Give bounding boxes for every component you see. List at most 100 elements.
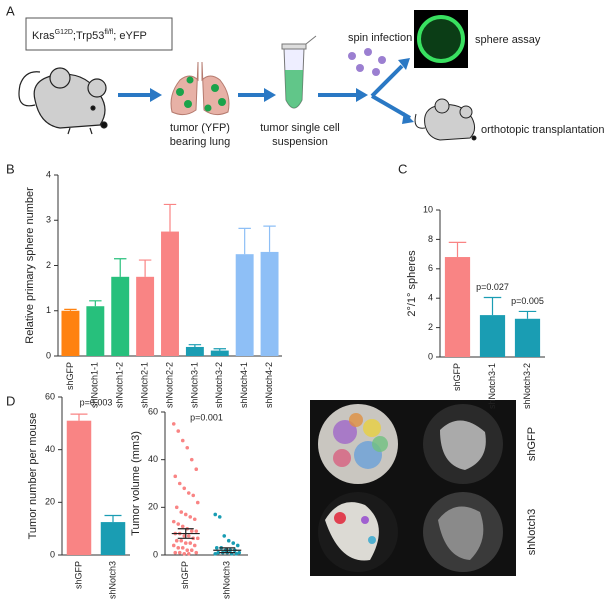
annotation: p=0.003 xyxy=(80,397,113,407)
point xyxy=(180,546,185,550)
y-tick-label: 20 xyxy=(45,497,55,507)
x-tick-label: shNotch3 xyxy=(107,561,117,599)
lung-icon xyxy=(170,61,230,116)
x-tick-label: shNotch4-2 xyxy=(264,362,274,408)
annotation: p=0.005 xyxy=(511,296,544,306)
image-row-label: shNotch3 xyxy=(526,509,538,555)
point xyxy=(217,515,222,519)
x-tick-label: shNotch3-2 xyxy=(522,363,532,409)
error-bar xyxy=(104,514,122,523)
x-tick-label: shGFP xyxy=(73,561,83,589)
y-tick-label: 0 xyxy=(153,549,158,559)
point xyxy=(194,467,199,472)
x-tick-label: shNotch4-1 xyxy=(239,362,249,408)
panel-label: B xyxy=(6,161,15,176)
panel-label: D xyxy=(6,393,15,408)
y-tick-label: 4 xyxy=(428,293,433,303)
point xyxy=(174,538,179,543)
point xyxy=(173,550,178,555)
x-tick-label: shNotch1-2 xyxy=(115,362,125,408)
point xyxy=(195,500,200,505)
error-bar xyxy=(213,348,226,351)
transplant-label: orthotopic transplantation xyxy=(481,124,605,136)
y-tick-label: 20 xyxy=(148,502,158,512)
point xyxy=(180,524,185,529)
y-axis-label: Relative primary sphere number xyxy=(24,187,36,344)
bar xyxy=(185,346,204,356)
point xyxy=(231,541,236,545)
y-tick-label: 40 xyxy=(45,444,55,454)
y-tick-label: 40 xyxy=(148,454,158,464)
tube-icon xyxy=(281,35,317,109)
point xyxy=(183,512,188,517)
point xyxy=(171,519,176,524)
point xyxy=(194,550,199,555)
y-tick-label: 10 xyxy=(423,204,433,214)
bar xyxy=(100,522,126,555)
point xyxy=(192,517,197,522)
point xyxy=(214,546,219,550)
point xyxy=(186,534,191,538)
panel-label: C xyxy=(398,161,407,176)
point xyxy=(173,474,178,479)
error-bar xyxy=(114,258,127,277)
bar xyxy=(444,257,471,357)
arrowhead xyxy=(150,88,162,102)
point xyxy=(213,552,218,556)
error-bar xyxy=(448,241,467,258)
point xyxy=(222,534,227,538)
lung-label: bearing lung xyxy=(170,136,231,148)
error-bar xyxy=(188,344,202,347)
point xyxy=(191,493,196,498)
point xyxy=(189,548,194,553)
error-bar xyxy=(238,227,251,255)
point xyxy=(171,543,176,548)
y-tick-label: 0 xyxy=(46,350,51,360)
x-tick-label: shNotch3 xyxy=(222,561,232,599)
point xyxy=(188,515,193,519)
point xyxy=(237,550,242,555)
annotation: p=0.001 xyxy=(190,412,223,422)
bar xyxy=(66,420,92,555)
bar xyxy=(111,276,130,356)
cells-label: suspension xyxy=(272,136,328,148)
point xyxy=(189,457,194,462)
annotation: p=0.027 xyxy=(476,282,509,292)
y-axis-label: 2°/1° spheres xyxy=(406,250,418,317)
y-tick-label: 2 xyxy=(46,260,51,270)
mouse-icon-small xyxy=(414,98,477,141)
point xyxy=(213,512,218,517)
point xyxy=(188,541,193,545)
x-tick-label: shNotch1-1 xyxy=(90,362,100,408)
point xyxy=(216,550,221,555)
y-tick-label: 0 xyxy=(50,549,55,559)
y-tick-label: 0 xyxy=(428,351,433,361)
panel-label: A xyxy=(6,3,15,18)
point xyxy=(185,445,190,450)
bar xyxy=(161,231,179,356)
point xyxy=(194,529,199,533)
y-tick-label: 3 xyxy=(46,215,51,225)
error-bar xyxy=(263,225,276,252)
bar xyxy=(61,310,80,356)
point xyxy=(176,429,181,433)
bar xyxy=(260,251,279,356)
y-axis-label: Tumor number per mouse xyxy=(27,413,39,540)
point xyxy=(234,552,239,556)
point xyxy=(185,548,190,553)
point xyxy=(186,491,191,495)
point xyxy=(176,522,181,526)
error-bar xyxy=(70,413,88,421)
sphere-label: sphere assay xyxy=(475,34,541,46)
arrowhead xyxy=(264,88,276,102)
genotype: KrasG12D;Trp53fl/fl; eYFP xyxy=(32,29,147,42)
bar xyxy=(235,254,254,356)
y-axis-label: Tumor volume (mm3) xyxy=(130,431,142,536)
error-bar xyxy=(483,296,502,316)
point xyxy=(182,486,187,491)
error-bar xyxy=(177,528,194,539)
point xyxy=(179,510,184,514)
y-tick-label: 6 xyxy=(428,263,433,273)
y-tick-label: 2 xyxy=(428,322,433,332)
